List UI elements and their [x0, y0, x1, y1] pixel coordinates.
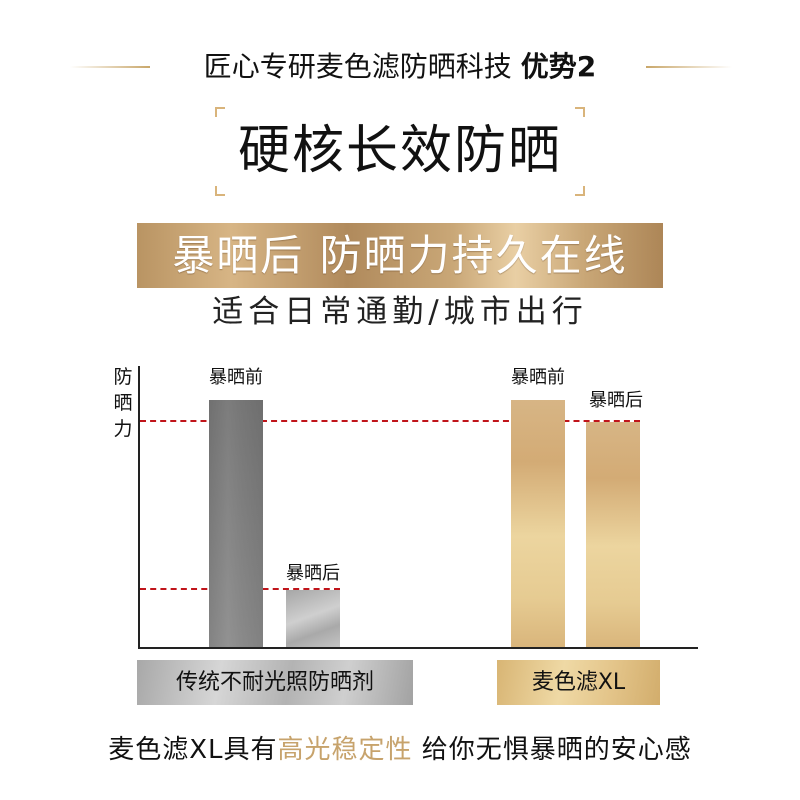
corner-bracket-bottom-right	[575, 186, 585, 196]
x-axis	[138, 647, 698, 649]
header-left-line	[70, 66, 150, 68]
bar-label-traditional-before: 暴晒前	[209, 367, 263, 388]
bar-traditional-before	[209, 400, 263, 648]
footer-prefix: 麦色滤XL具有	[108, 735, 278, 765]
header-title-bold: 优势2	[520, 50, 597, 83]
y-axis	[138, 366, 140, 649]
main-title: 硬核长效防晒	[237, 121, 562, 181]
bar-label-traditional-after: 暴晒后	[286, 563, 340, 584]
bar-label-xl-before: 暴晒前	[511, 367, 565, 388]
category-label-traditional: 传统不耐光照防晒剂	[137, 660, 413, 705]
header-title-regular: 匠心专研麦色滤防晒科技	[203, 50, 512, 83]
reference-line-high	[140, 420, 640, 422]
footer-text: 麦色滤XL具有高光稳定性 给你无惧暴晒的安心感	[0, 730, 800, 770]
corner-bracket-top-right	[575, 107, 585, 117]
footer-highlight: 高光稳定性	[277, 735, 413, 765]
bar-xl-before	[511, 400, 565, 648]
header-right-line	[646, 66, 732, 68]
bar-label-xl-after: 暴晒后	[589, 390, 643, 411]
y-axis-label: 防晒力	[113, 366, 133, 440]
footer-suffix: 给你无惧暴晒的安心感	[412, 735, 692, 765]
bar-xl-after	[586, 422, 640, 648]
banner-text: 暴晒后 防晒力持久在线	[172, 231, 628, 280]
corner-bracket-top-left	[215, 107, 225, 117]
header-title: 匠心专研麦色滤防晒科技 优势2	[160, 48, 640, 86]
corner-bracket-bottom-left	[215, 186, 225, 196]
bar-traditional-after	[286, 590, 340, 648]
gold-banner: 暴晒后 防晒力持久在线	[137, 223, 663, 288]
subtitle: 适合日常通勤/城市出行	[212, 294, 588, 330]
category-label-xl: 麦色滤XL	[497, 660, 660, 705]
